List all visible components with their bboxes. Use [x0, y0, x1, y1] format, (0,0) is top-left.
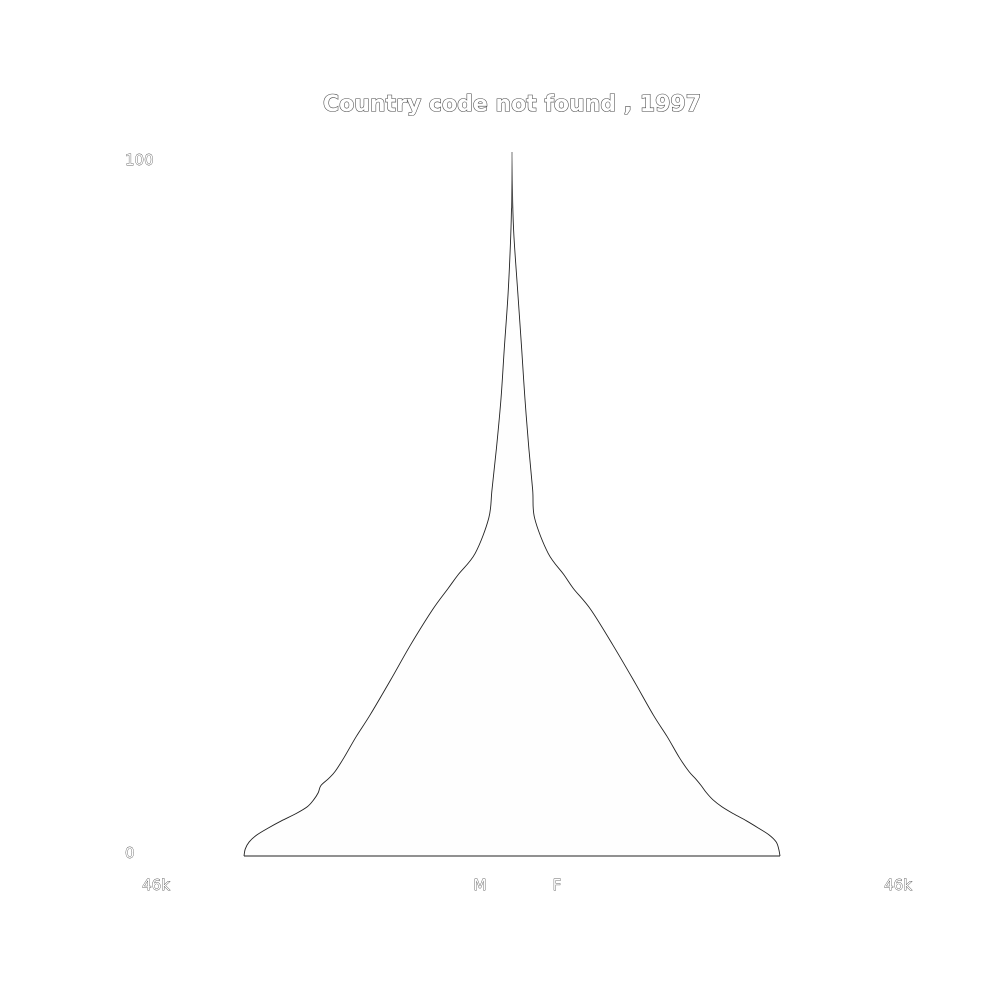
x-tick-label-female: F: [553, 876, 562, 894]
x-tick-label-male: M: [474, 876, 487, 894]
x-tick-label-right: 46k: [884, 876, 912, 894]
series-line-male: [243, 151, 513, 857]
y-tick-label-min: 0: [125, 844, 135, 862]
chart-marks: [243, 151, 781, 857]
chart-title: Country code not found , 1997: [323, 92, 701, 117]
x-tick-label-left: 46k: [142, 876, 170, 894]
pyramid-fill-area: [244, 152, 780, 856]
y-tick-label-max: 100: [125, 151, 154, 169]
series-line-female: [511, 151, 781, 857]
